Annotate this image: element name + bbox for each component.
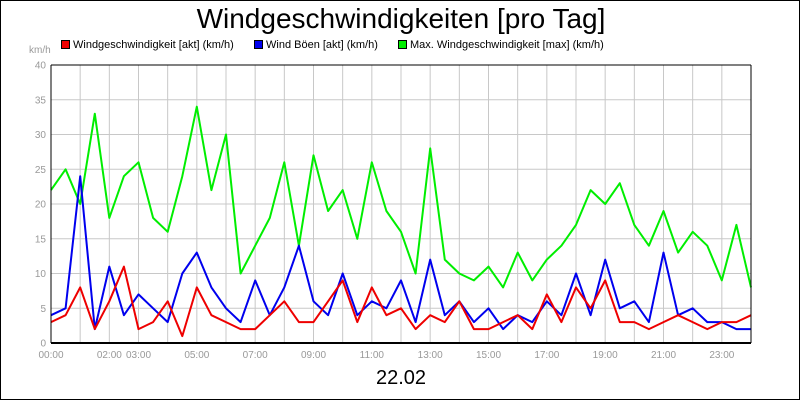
date-label: 22.02	[375, 367, 427, 389]
y-tick-label: 30	[35, 130, 47, 141]
legend-item-max: Max. Windgeschwindigkeit [max] (km/h)	[398, 39, 604, 51]
x-tick-label: 02:00	[97, 350, 122, 361]
y-tick-label: 20	[35, 200, 47, 211]
chart-title: Windgeschwindigkeiten [pro Tag]	[196, 3, 606, 34]
series-line-max	[50, 105, 752, 289]
x-tick-label: 13:00	[418, 350, 443, 361]
legend-swatch-max	[398, 39, 407, 49]
x-tick-label: 17:00	[534, 350, 559, 361]
x-tick-label: 19:00	[593, 350, 618, 361]
y-axis-unit-label: km/h	[29, 45, 51, 56]
x-tick-label: 11:00	[360, 350, 385, 361]
y-tick-label: 5	[40, 304, 46, 315]
y-tick-label: 0	[40, 339, 46, 350]
x-tick-label: 09:00	[301, 350, 326, 361]
y-tick-label: 35	[35, 95, 47, 106]
x-tick-label: 05:00	[184, 350, 209, 361]
legend-swatch-gusts	[254, 39, 263, 49]
legend-label-gusts: Wind Böen [akt] (km/h)	[266, 39, 378, 51]
x-tick-label: 23:00	[709, 350, 734, 361]
legend-label-max: Max. Windgeschwindigkeit [max] (km/h)	[410, 39, 604, 51]
y-tick-label: 25	[35, 165, 47, 176]
legend-label-speed: Windgeschwindigkeit [akt] (km/h)	[73, 39, 234, 51]
legend-item-gusts: Wind Böen [akt] (km/h)	[254, 39, 378, 51]
x-tick-label: 00:00	[38, 350, 63, 361]
y-tick-label: 40	[35, 61, 47, 72]
series-line-gusts	[50, 175, 751, 331]
legend-swatch-speed	[61, 39, 70, 49]
x-tick-label: 21:00	[651, 350, 676, 361]
series-line-speed	[50, 265, 752, 338]
x-tick-label: 15:00	[476, 350, 501, 361]
y-tick-label: 10	[35, 269, 47, 280]
x-tick-label: 07:00	[243, 350, 268, 361]
y-tick-label: 15	[35, 234, 47, 245]
x-tick-label: 03:00	[126, 350, 151, 361]
legend-item-speed: Windgeschwindigkeit [akt] (km/h)	[61, 39, 234, 51]
